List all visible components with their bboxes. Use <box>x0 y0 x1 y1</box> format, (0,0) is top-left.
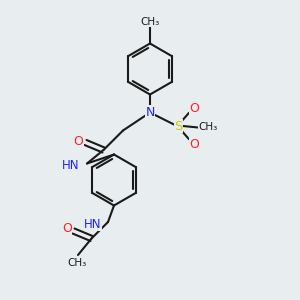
Text: CH₃: CH₃ <box>198 122 218 133</box>
Text: HN: HN <box>84 218 101 231</box>
Text: HN: HN <box>62 159 80 172</box>
Text: S: S <box>174 119 183 133</box>
Text: O: O <box>62 221 72 235</box>
Text: CH₃: CH₃ <box>140 16 160 27</box>
Text: O: O <box>73 134 83 148</box>
Text: N: N <box>145 106 155 119</box>
Text: O: O <box>190 101 199 115</box>
Text: O: O <box>190 137 199 151</box>
Text: CH₃: CH₃ <box>68 257 87 268</box>
